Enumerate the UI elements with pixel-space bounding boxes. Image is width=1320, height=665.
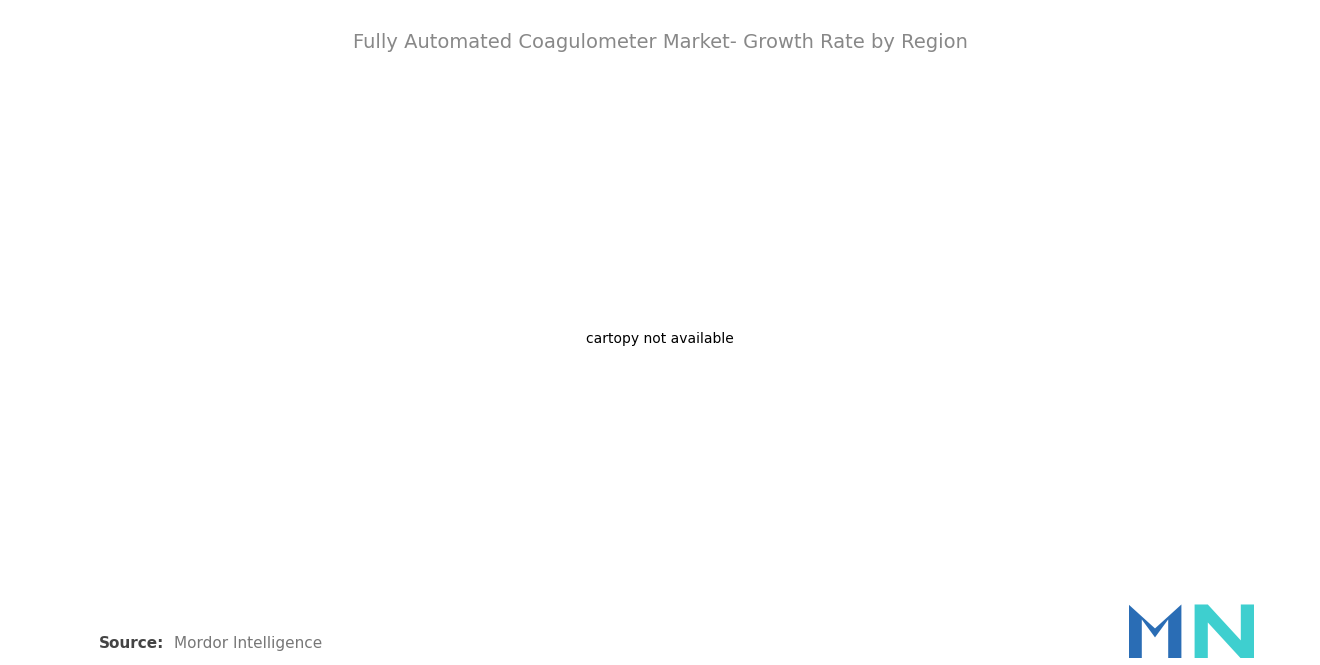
Text: Source:: Source: <box>99 636 165 652</box>
Text: Fully Automated Coagulometer Market- Growth Rate by Region: Fully Automated Coagulometer Market- Gro… <box>352 33 968 53</box>
Polygon shape <box>1195 604 1254 658</box>
Polygon shape <box>1129 604 1181 658</box>
Text: cartopy not available: cartopy not available <box>586 332 734 346</box>
Text: Mordor Intelligence: Mordor Intelligence <box>174 636 322 652</box>
